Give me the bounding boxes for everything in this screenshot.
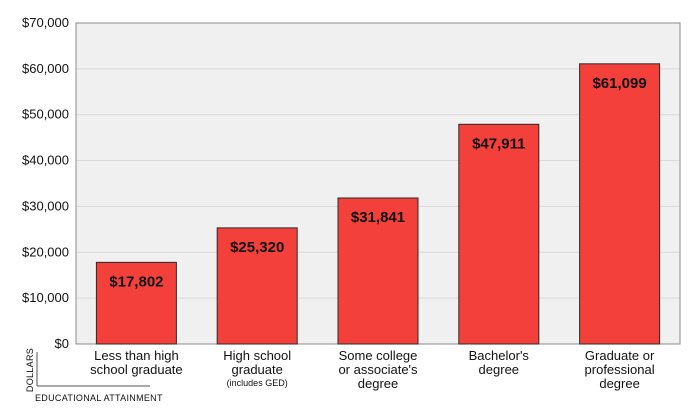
x-axis-title: EDUCATIONAL ATTAINMENT	[35, 393, 163, 403]
x-tick-label: Some college	[339, 348, 418, 363]
bar	[458, 123, 540, 345]
y-axis-title: DOLLARS	[25, 348, 35, 392]
x-tick-label: graduate	[232, 362, 283, 377]
x-tick-label: degree	[599, 376, 639, 391]
x-tick-label: degree	[479, 362, 519, 377]
x-tick-label: Bachelor's	[469, 348, 530, 363]
x-tick-label: professional	[585, 362, 655, 377]
x-tick-label: Graduate or	[585, 348, 655, 363]
bar	[337, 197, 419, 345]
x-tick-label: or associate's	[338, 362, 418, 377]
y-tick-label: $40,000	[22, 153, 69, 168]
x-tick-label: degree	[358, 376, 398, 391]
y-tick-label: $70,000	[22, 15, 69, 30]
x-tick-note: (includes GED)	[227, 378, 288, 388]
bars: $17,802 $25,320 $31,841 $47,911 $61,099	[95, 63, 661, 345]
y-tick-label: $10,000	[22, 290, 69, 305]
x-tick-label: school graduate	[90, 362, 183, 377]
y-tick-label: $0	[55, 336, 69, 351]
bar	[216, 227, 298, 345]
y-tick-label: $60,000	[22, 61, 69, 76]
bar	[95, 261, 177, 345]
axis-decoration	[36, 352, 150, 387]
y-tick-label: $20,000	[22, 244, 69, 259]
bar	[579, 63, 661, 345]
x-tick-label: High school	[223, 348, 291, 363]
x-tick-label: Less than high	[94, 348, 179, 363]
bar-value-label: $25,320	[230, 239, 284, 256]
y-tick-label: $50,000	[22, 107, 69, 122]
bar-value-label: $17,802	[109, 273, 163, 290]
bar-value-label: $31,841	[351, 209, 405, 226]
y-axis-ticks: $0 $10,000 $20,000 $30,000 $40,000 $50,000 $60…	[22, 15, 69, 351]
y-tick-label: $30,000	[22, 198, 69, 213]
bar-value-label: $47,911	[472, 135, 525, 152]
bar-value-label: $61,099	[592, 75, 646, 92]
